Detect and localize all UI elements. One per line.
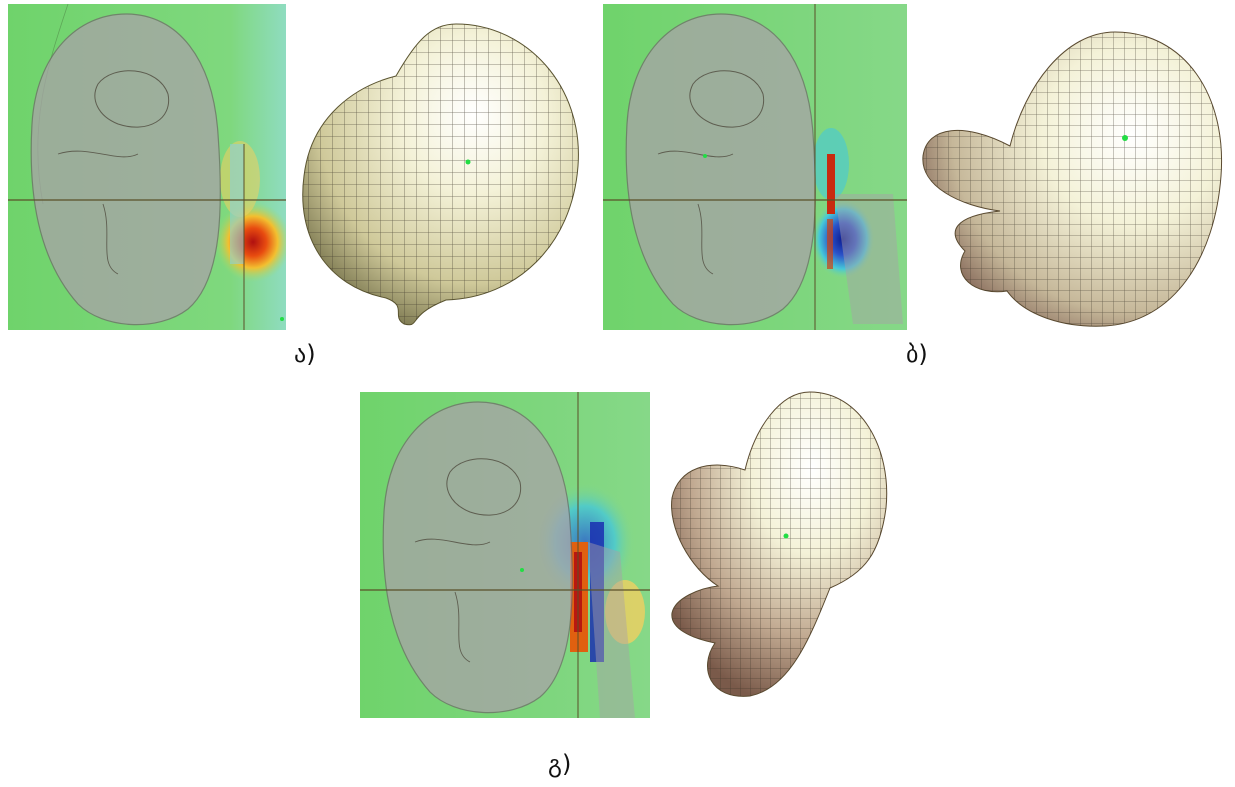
radiation-pattern-b <box>915 26 1227 330</box>
field-map-c <box>360 392 650 718</box>
radiation-pattern-c <box>660 388 892 704</box>
caption-c: გ) <box>548 750 572 778</box>
field-map-b <box>603 4 907 330</box>
caption-a: ა) <box>294 340 316 368</box>
caption-b: ბ) <box>906 340 928 368</box>
field-map-a <box>8 4 286 330</box>
radiation-pattern-a <box>296 16 588 328</box>
